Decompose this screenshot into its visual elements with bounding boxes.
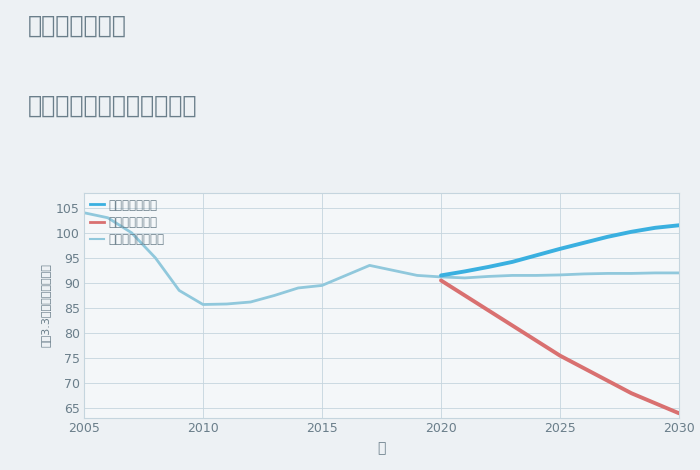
Y-axis label: 坪（3.3㎡）単価（万円）: 坪（3.3㎡）単価（万円） — [41, 264, 50, 347]
Legend: グッドシナリオ, バッドシナリオ, ノーマルシナリオ: グッドシナリオ, バッドシナリオ, ノーマルシナリオ — [90, 199, 164, 246]
Text: 三重県益生駅の: 三重県益生駅の — [28, 14, 127, 38]
Text: 中古マンションの価格推移: 中古マンションの価格推移 — [28, 94, 197, 118]
X-axis label: 年: 年 — [377, 441, 386, 455]
